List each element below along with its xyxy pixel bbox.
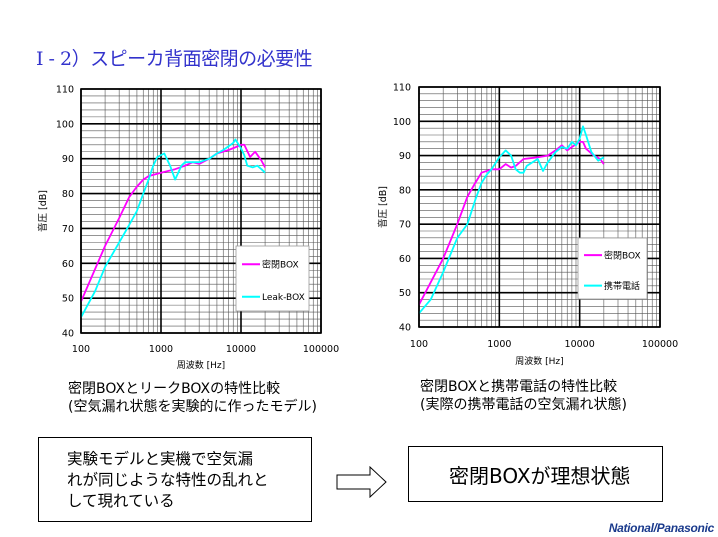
box-left-line: れが同じような特性の乱れと — [67, 471, 269, 489]
legend-box — [577, 237, 648, 300]
right-arrow-icon — [336, 466, 387, 498]
legend-label: Leak-BOX — [262, 293, 305, 303]
y-tick-label: 80 — [62, 189, 74, 200]
x-axis-title: 周波数 [Hz] — [515, 355, 563, 367]
y-tick-label: 80 — [399, 185, 411, 196]
legend-label: 携帯電話 — [604, 280, 640, 292]
caption-left-line: (空気漏れ状態を実験的に作ったモデル) — [68, 399, 317, 415]
x-tick-label: 100 — [410, 339, 428, 350]
x-tick-label: 10000 — [226, 344, 256, 355]
y-tick-label: 60 — [399, 254, 411, 265]
y-tick-label: 60 — [62, 259, 74, 270]
y-tick-label: 50 — [399, 288, 411, 299]
x-axis-title: 周波数 [Hz] — [177, 359, 225, 371]
x-tick-label: 1000 — [149, 344, 173, 355]
x-tick-label: 100000 — [303, 344, 339, 355]
conclusion-box-left: 実験モデルと実機で空気漏 れが同じような特性の乱れと して現れている — [38, 437, 312, 522]
box-left-line: して現れている — [67, 492, 175, 510]
legend-label: 密閉BOX — [262, 259, 299, 271]
y-tick-label: 70 — [62, 224, 74, 235]
x-tick-label: 10000 — [565, 339, 595, 350]
y-axis-title: 音圧 [dB] — [377, 186, 389, 228]
x-tick-label: 100000 — [642, 339, 678, 350]
legend-label: 密閉BOX — [604, 250, 641, 262]
conclusion-box-right: 密閉BOXが理想状態 — [408, 446, 663, 502]
caption-left-line: 密閉BOXとリークBOXの特性比較 — [68, 381, 281, 397]
legend-box — [235, 245, 310, 312]
caption-left: 密閉BOXとリークBOXの特性比較 (空気漏れ状態を実験的に作ったモデル) — [68, 380, 317, 416]
series-line — [418, 141, 605, 306]
legend: 密閉BOX 携帯電話 — [577, 237, 648, 300]
caption-right-line: 密閉BOXと携帯電話の特性比較 — [420, 379, 618, 395]
caption-right-line: (実際の携帯電話の空気漏れ状態) — [420, 397, 627, 413]
chart-2: 40 50 60 70 80 90 100 110 100 1000 10000 100000 周波数 … — [377, 83, 678, 368]
y-tick-label: 40 — [62, 329, 74, 340]
plot-border — [418, 86, 661, 328]
series-line — [418, 125, 605, 314]
y-tick-label: 90 — [62, 154, 74, 165]
y-tick-label: 50 — [62, 294, 74, 305]
slide-title: Ⅰ - 2）スピーカ背面密閉の必要性 — [36, 48, 313, 70]
y-axis-title: 音圧 [dB] — [37, 190, 49, 232]
y-tick-label: 40 — [399, 323, 411, 334]
legend: 密閉BOX Leak-BOX — [235, 245, 310, 312]
x-tick-label: 1000 — [487, 339, 511, 350]
y-tick-label: 110 — [393, 83, 411, 94]
y-tick-label: 90 — [399, 151, 411, 162]
y-tick-label: 100 — [393, 117, 411, 128]
y-tick-label: 70 — [399, 220, 411, 231]
plot-border — [80, 88, 322, 334]
y-tick-label: 100 — [56, 119, 74, 130]
chart-1: 40 50 60 70 80 90 100 110 100 1000 10000 100000 周波数 … — [37, 85, 339, 372]
series-line — [80, 138, 266, 318]
brand-logo: National/Panasonic — [608, 521, 715, 535]
x-tick-label: 100 — [72, 344, 90, 355]
caption-right: 密閉BOXと携帯電話の特性比較 (実際の携帯電話の空気漏れ状態) — [420, 378, 627, 414]
box-left-line: 実験モデルと実機で空気漏 — [67, 450, 254, 468]
y-tick-label: 110 — [56, 85, 74, 96]
box-right-text: 密閉BOXが理想状態 — [449, 464, 631, 488]
